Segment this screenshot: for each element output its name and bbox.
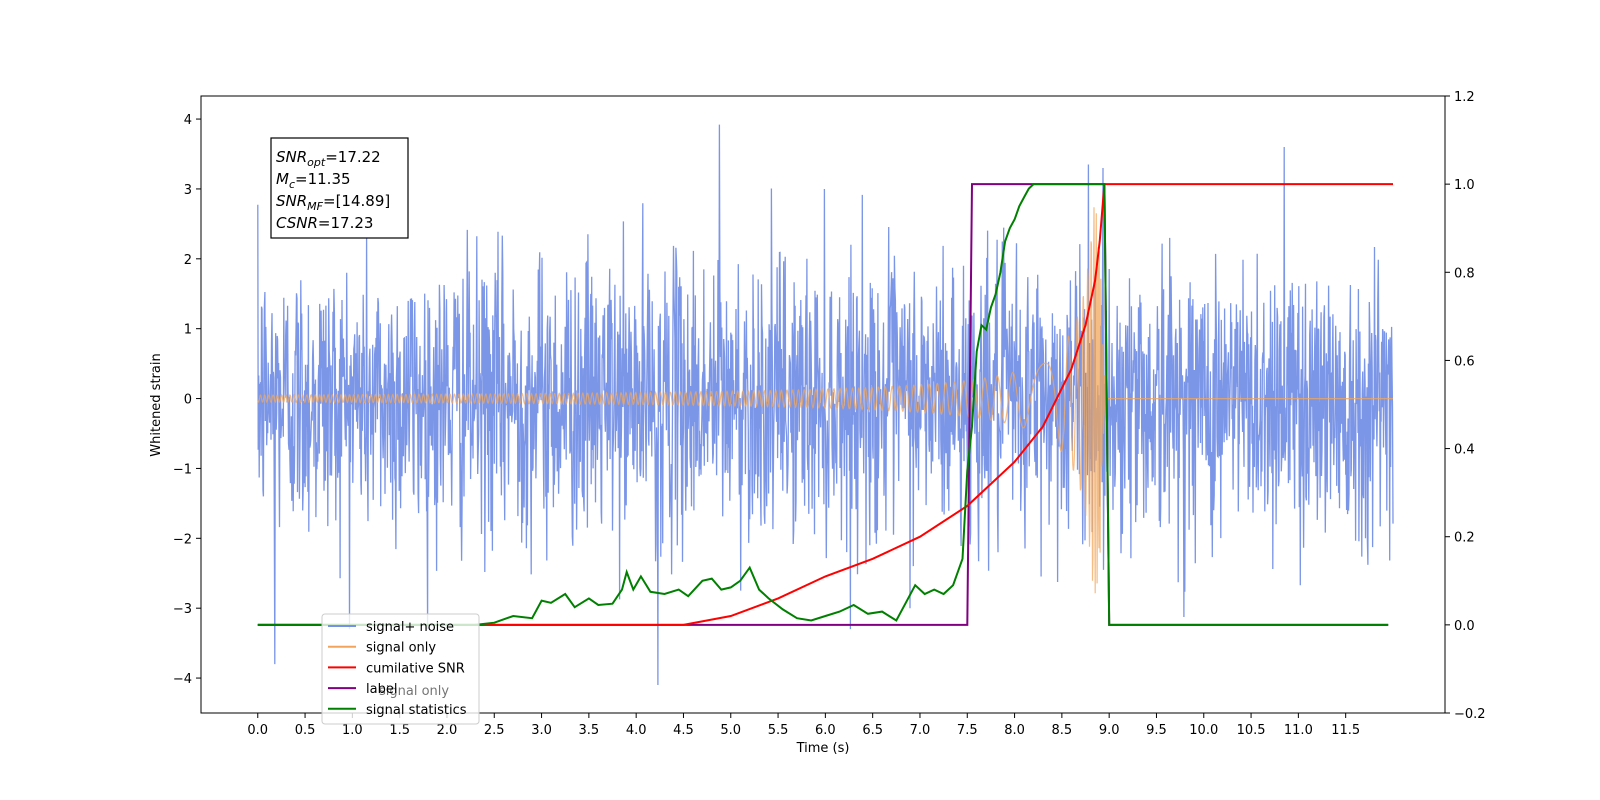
annotation-frame (270, 137, 409, 239)
x-axis-label: Time (s) (796, 741, 850, 756)
y2-tick-label: 1.2 (1454, 90, 1475, 105)
legend-label: signal statistics (366, 703, 467, 718)
x-tick-label: 5.0 (720, 723, 741, 738)
y2-tick-label: 0.8 (1454, 266, 1475, 281)
x-tick-label: 2.0 (437, 723, 458, 738)
annotation-symbol: SNR (276, 148, 307, 166)
series-signal-statistics (257, 183, 1389, 626)
y2-tick-label: 1.0 (1454, 178, 1475, 193)
x-axis: 0.0 0.5 1.0 1.5 2.0 2.5 3.0 3.5 4.0 4.5 5.0 5.5 6.0 6… (247, 713, 1360, 738)
x-tick-label: 6.5 (862, 723, 883, 738)
x-tick-label: 1.5 (389, 723, 410, 738)
legend-label: signal+ noise (366, 620, 454, 635)
y-tick-label: 4 (184, 113, 192, 128)
y2-tick-label: 0.2 (1454, 531, 1475, 546)
y-tick-label: 1 (184, 323, 192, 338)
plot-area (257, 124, 1394, 686)
series-signal-only (257, 207, 1393, 594)
y-tick-label: 2 (184, 253, 192, 268)
x-tick-label: 1.0 (342, 723, 363, 738)
annotation-symbol: SNR (276, 192, 307, 210)
series-signal-noise (257, 124, 1394, 686)
y2-tick-label: 0.0 (1454, 619, 1475, 634)
annotation-symbol: CSNR (276, 214, 318, 232)
x-tick-label: 0.0 (247, 723, 268, 738)
snr-annotation-box: SNRopt=17.22Mc=11.35SNRMF=[14.89]CSNR=17… (270, 137, 409, 239)
x-tick-label: 10.0 (1189, 723, 1218, 738)
y2-tick-label: −0.2 (1454, 707, 1486, 722)
x-tick-label: 6.0 (815, 723, 836, 738)
annotation-value: =17.22 (325, 148, 381, 166)
x-tick-label: 0.5 (295, 723, 316, 738)
y-tick-label: 0 (184, 393, 192, 408)
y-axis-left: −4 −3 −2 −1 0 1 2 3 4 (173, 113, 201, 687)
legend-label: signal only (366, 641, 436, 656)
y-axis-right: −0.2 0.0 0.2 0.4 0.6 0.8 1.0 1.2 (1445, 90, 1486, 722)
x-tick-label: 8.0 (1004, 723, 1025, 738)
y-axis-label: Whitened strain (149, 353, 164, 456)
annotation-subscript: MF (307, 200, 323, 213)
series-cumulative-snr (257, 183, 1393, 626)
x-tick-label: 11.5 (1331, 723, 1360, 738)
x-tick-label: 3.0 (531, 723, 552, 738)
annotation-value: =17.23 (318, 214, 374, 232)
x-tick-label: 11.0 (1284, 723, 1313, 738)
y2-tick-label: 0.6 (1454, 354, 1475, 369)
x-tick-label: 10.5 (1237, 723, 1266, 738)
legend-label: label (366, 682, 397, 697)
annotation-line: CSNR=17.23 (276, 214, 373, 232)
y2-tick-label: 0.4 (1454, 443, 1475, 458)
legend-label: cumilative SNR (366, 661, 465, 676)
legend-frame (321, 613, 480, 725)
annotation-line: SNRMF=[14.89] (276, 192, 390, 213)
y-tick-label: 3 (184, 183, 192, 198)
annotation-subscript: opt (307, 156, 326, 169)
y-tick-label: −3 (173, 602, 192, 617)
x-tick-label: 3.5 (579, 723, 600, 738)
y-tick-label: −1 (173, 462, 192, 477)
x-tick-label: 9.0 (1099, 723, 1120, 738)
annotation-symbol: M (276, 170, 289, 188)
x-tick-label: 7.0 (910, 723, 931, 738)
x-tick-label: 7.5 (957, 723, 978, 738)
x-tick-label: 8.5 (1052, 723, 1073, 738)
y-tick-label: −2 (173, 532, 192, 547)
annotation-value: =[14.89] (323, 192, 390, 210)
annotation-subscript: c (289, 178, 295, 191)
x-tick-label: 4.5 (673, 723, 694, 738)
y-tick-label: −4 (173, 672, 192, 687)
x-tick-label: 4.0 (626, 723, 647, 738)
legend-hidden-label: signal only (379, 684, 449, 699)
x-tick-label: 9.5 (1146, 723, 1167, 738)
x-tick-label: 2.5 (484, 723, 505, 738)
annotation-value: =11.35 (295, 170, 351, 188)
annotation-line: Mc=11.35 (276, 170, 351, 191)
axes-frame (200, 95, 1446, 714)
x-tick-label: 5.5 (768, 723, 789, 738)
annotation-line: SNRopt=17.22 (276, 148, 381, 169)
legend: signal+ noise signal only cumilative SNR la… (321, 613, 480, 725)
